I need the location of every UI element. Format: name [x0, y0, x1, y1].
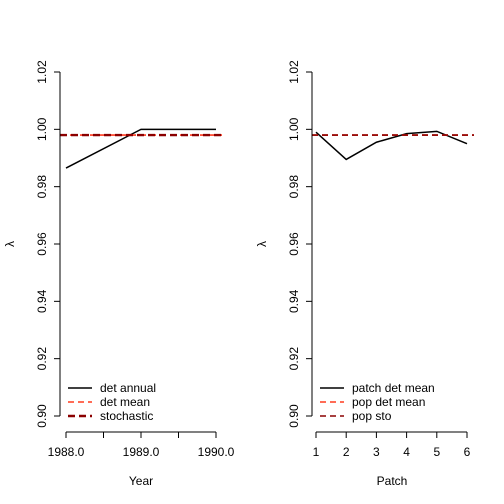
left-x-tick-label: 1988.0 [48, 445, 85, 459]
right-x-tick-label: 5 [433, 445, 440, 459]
right-plot-lines [312, 130, 474, 161]
left-x-tick-label: 1990.0 [198, 445, 235, 459]
left-y-ticks: 0.90 0.92 0.94 0.96 0.98 1.00 1.02 [35, 60, 60, 428]
left-y-tick-label: 0.96 [35, 232, 49, 256]
right-y-tick-label: 1.00 [287, 117, 301, 141]
right-legend-label: pop det mean [352, 395, 425, 409]
right-series-line-0 [315, 130, 468, 161]
right-y-tick-label: 0.90 [287, 404, 301, 428]
right-x-tick-label: 2 [343, 445, 350, 459]
left-x-tick-label: 1989.0 [123, 445, 160, 459]
left-legend-label: det mean [100, 395, 150, 409]
left-y-tick-label: 1.02 [35, 60, 49, 84]
right-legend-label: pop sto [352, 409, 392, 423]
right-x-tick-label: 4 [403, 445, 410, 459]
right-y-tick-label: 1.02 [287, 60, 301, 84]
left-y-tick-label: 0.94 [35, 289, 49, 313]
left-legend-label: stochastic [100, 409, 153, 423]
right-y-axis-label: λ [255, 241, 269, 247]
left-x-axis-label: Year [129, 474, 153, 488]
right-y-tick-label: 0.98 [287, 175, 301, 199]
right-y-ticks: 0.90 0.92 0.94 0.96 0.98 1.00 1.02 [287, 60, 312, 428]
right-y-tick-label: 0.94 [287, 289, 301, 313]
left-series-line-0 [65, 128, 216, 169]
right-legend-label: patch det mean [352, 381, 435, 395]
right-x-tick-label: 3 [373, 445, 380, 459]
right-y-tick-label: 0.96 [287, 232, 301, 256]
right-y-tick-label: 0.92 [287, 347, 301, 371]
left-plot-lines [60, 128, 222, 169]
left-y-tick-label: 0.98 [35, 175, 49, 199]
left-y-tick-label: 0.90 [35, 404, 49, 428]
right-x-ticks: 1 2 3 4 5 6 [313, 432, 471, 459]
right-x-tick-label: 6 [464, 445, 471, 459]
left-y-tick-label: 1.00 [35, 117, 49, 141]
right-x-tick-label: 1 [313, 445, 320, 459]
right-chart: 0.90 0.92 0.94 0.96 0.98 1.00 1.02 1 2 3 4 5 6 Patc… [255, 60, 474, 488]
left-y-axis-label: λ [3, 241, 17, 247]
left-x-ticks: 1988.0 1989.0 1990.0 [48, 432, 235, 459]
left-legend-label: det annual [100, 381, 156, 395]
left-chart: 0.90 0.92 0.94 0.96 0.98 1.00 1.02 1988.0 1989.… [3, 60, 235, 488]
left-y-tick-label: 0.92 [35, 347, 49, 371]
right-x-axis-label: Patch [377, 474, 408, 488]
